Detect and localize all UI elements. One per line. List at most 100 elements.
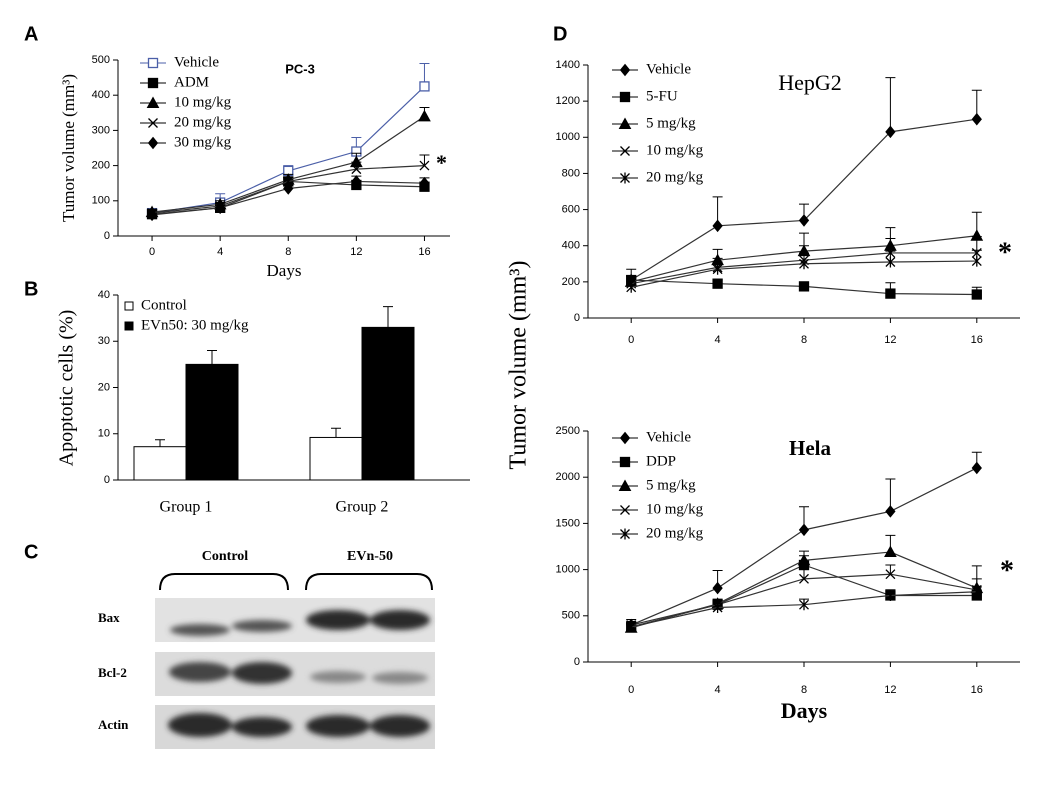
legend-marker	[619, 63, 631, 77]
error-bar	[799, 569, 809, 579]
error-bar	[155, 439, 165, 447]
x-tick-label: 8	[801, 684, 807, 696]
legend-label: 20 mg/kg	[174, 114, 232, 130]
bracket	[159, 573, 289, 591]
legend-label: Vehicle	[174, 54, 219, 70]
y-tick-label: 40	[98, 289, 110, 301]
y-tick-label: 0	[104, 474, 110, 486]
x-tick-label: 4	[715, 684, 721, 696]
x-tick-label: Group 2	[336, 499, 389, 516]
legend-marker	[619, 456, 631, 468]
marker	[884, 545, 897, 558]
legend-marker	[620, 528, 630, 540]
marker	[885, 589, 896, 601]
marker	[798, 523, 810, 537]
group-label: Control	[202, 549, 249, 564]
marker	[351, 164, 362, 175]
legend-label: 20 mg/kg	[646, 525, 704, 541]
western-blot: C Control EVn-50 Bax Bcl-2 Actin	[24, 541, 435, 749]
chart: D Tumor volume (mm³) HepG2 * 0 200 400 600 800 10…	[506, 23, 1020, 470]
legend-marker	[147, 77, 159, 89]
y-tick-label: 10	[98, 428, 110, 440]
annotation: *	[998, 237, 1012, 268]
marker	[885, 125, 896, 139]
panel-letter: A	[24, 23, 38, 45]
y-tick-label: 500	[562, 610, 580, 622]
y-tick-label: 200	[92, 160, 110, 172]
marker	[885, 569, 896, 580]
row-label: Actin	[98, 717, 129, 732]
legend-label: ADM	[174, 74, 209, 90]
y-tick-label: 300	[92, 124, 110, 136]
legend-label: 10 mg/kg	[646, 142, 704, 158]
x-tick-label: 16	[971, 334, 983, 346]
y-tick-label: 20	[98, 381, 110, 393]
error-bar	[885, 77, 896, 132]
marker	[419, 81, 430, 92]
y-axis-label: Tumor volume (mm³)	[506, 261, 532, 470]
y-axis-label: Tumor volume (mm³)	[59, 74, 78, 222]
error-bar	[207, 350, 217, 365]
y-tick-label: 800	[562, 167, 580, 179]
marker	[799, 258, 809, 270]
legend-label: EVn50: 30 mg/kg	[141, 317, 249, 333]
row-label: Bcl-2	[98, 665, 127, 680]
marker	[712, 263, 723, 275]
marker	[419, 176, 430, 190]
legend-marker	[620, 505, 630, 515]
marker	[885, 256, 896, 268]
marker	[712, 581, 723, 595]
y-tick-label: 30	[98, 335, 110, 347]
legend-label: 10 mg/kg	[174, 94, 232, 110]
y-tick-label: 0	[574, 312, 580, 324]
legend-label: Control	[141, 297, 187, 313]
marker	[971, 112, 982, 126]
marker	[626, 621, 637, 633]
group-label: EVn-50	[347, 549, 393, 564]
annotation: *	[436, 150, 447, 175]
marker	[885, 505, 896, 518]
y-tick-label: 1000	[556, 564, 580, 576]
panel-letter: C	[24, 541, 38, 563]
bar	[185, 363, 239, 481]
legend-label: Vehicle	[646, 429, 691, 445]
x-tick-label: Group 1	[160, 499, 213, 516]
legend-label: 30 mg/kg	[174, 134, 232, 150]
marker	[712, 601, 723, 613]
panel-letter: D	[553, 23, 567, 45]
chart-title: PC-3	[285, 61, 315, 76]
x-axis-label: Days	[781, 698, 828, 723]
marker	[712, 219, 723, 233]
annotation: *	[1000, 555, 1014, 586]
x-tick-label: 0	[628, 684, 634, 696]
marker	[146, 208, 158, 222]
marker	[215, 201, 226, 215]
bar	[361, 326, 415, 481]
legend-label: DDP	[646, 453, 676, 469]
marker	[351, 175, 362, 188]
y-tick-label: 600	[562, 203, 580, 215]
x-tick-label: 0	[628, 334, 634, 346]
legend-marker	[618, 479, 632, 491]
y-tick-label: 500	[92, 54, 110, 66]
chart: B Apoptotic cells (%) 0 10 20 30 40 Group 1 Grou…	[24, 278, 470, 516]
x-tick-label: 12	[884, 684, 896, 696]
y-tick-label: 400	[92, 89, 110, 101]
error-bar	[885, 237, 896, 253]
x-tick-label: 8	[285, 246, 291, 258]
bracket	[305, 573, 433, 591]
y-tick-label: 1000	[556, 131, 580, 143]
marker	[283, 182, 294, 195]
marker	[798, 214, 810, 227]
x-tick-label: 0	[149, 246, 155, 258]
chart-title: HepG2	[778, 70, 842, 95]
error-bar	[885, 564, 896, 575]
marker	[798, 281, 810, 292]
marker	[885, 288, 896, 299]
x-tick-label: 4	[217, 246, 223, 258]
panel-letter: B	[24, 278, 38, 300]
error-bar	[331, 427, 341, 438]
y-tick-label: 1200	[556, 95, 580, 107]
bar	[133, 446, 187, 481]
